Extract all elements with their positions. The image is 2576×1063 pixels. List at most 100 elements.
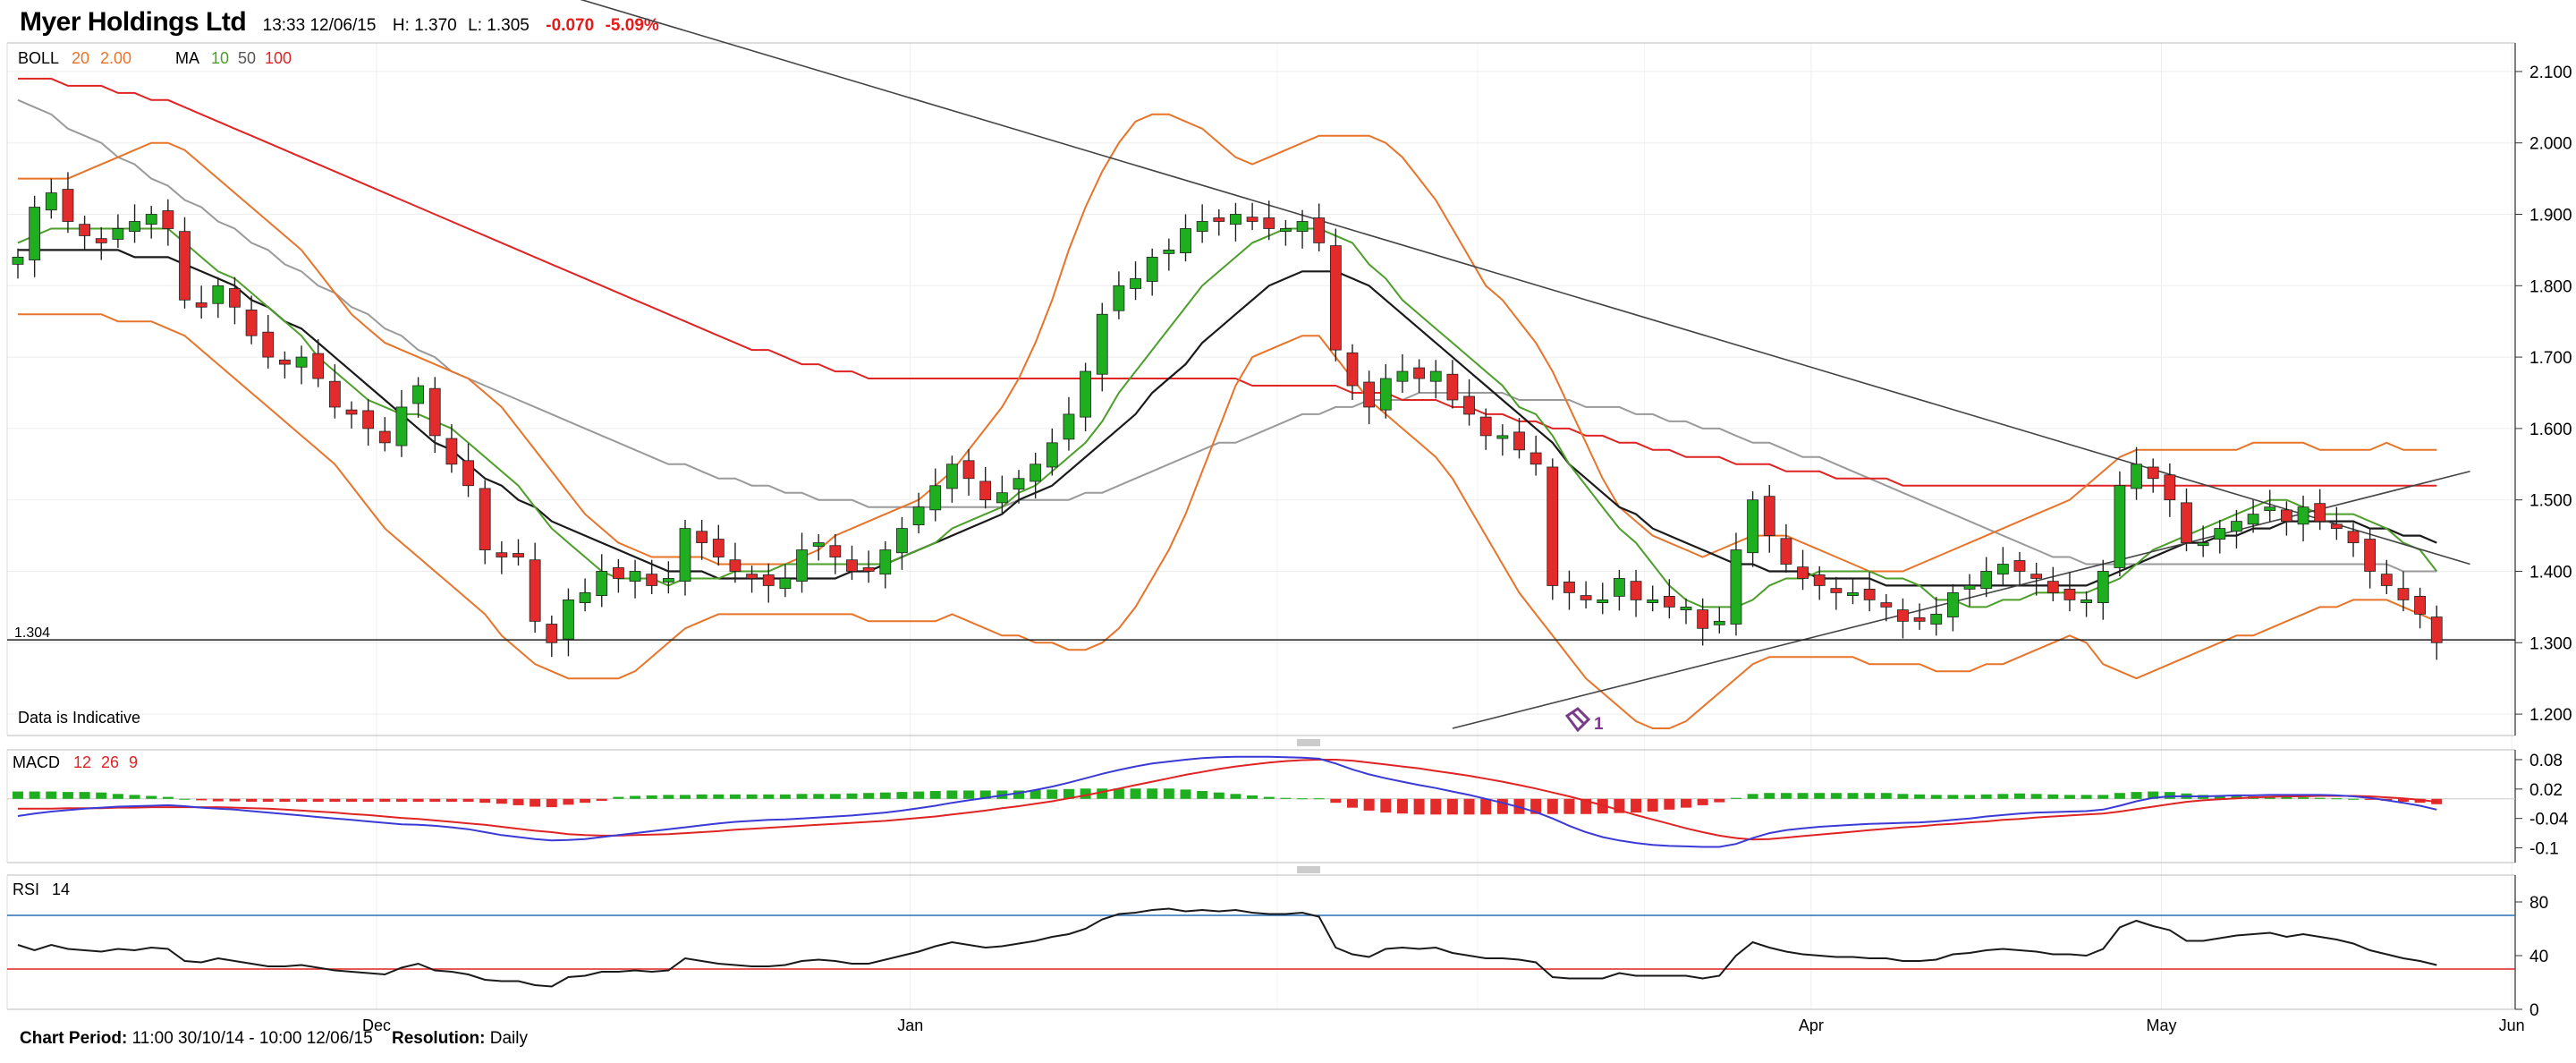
price-panel[interactable] (7, 0, 2515, 729)
candlestick[interactable] (1597, 583, 1609, 615)
candlestick[interactable] (1263, 200, 1275, 241)
rsi-panel[interactable] (7, 907, 2515, 988)
candlestick[interactable] (412, 377, 425, 418)
candlestick[interactable] (1880, 594, 1893, 622)
candlestick[interactable] (1146, 248, 1158, 296)
candlestick[interactable] (195, 285, 208, 319)
candlestick[interactable] (1763, 484, 1775, 553)
candlestick[interactable] (546, 615, 558, 658)
candlestick[interactable] (1563, 570, 1575, 610)
candlestick[interactable] (2063, 572, 2076, 612)
candlestick[interactable] (1113, 271, 1125, 319)
candlestick[interactable] (2397, 571, 2410, 612)
candlestick[interactable] (829, 533, 842, 574)
candlestick[interactable] (2214, 520, 2226, 554)
candlestick[interactable] (1680, 598, 1692, 625)
candlestick[interactable] (662, 561, 674, 594)
candlestick[interactable] (1163, 238, 1175, 271)
candlestick[interactable] (1230, 202, 1241, 242)
candlestick[interactable] (1013, 470, 1025, 504)
candlestick[interactable] (2347, 523, 2360, 557)
candlestick[interactable] (846, 545, 858, 581)
candlestick[interactable] (1479, 408, 1492, 450)
candlestick[interactable] (762, 563, 775, 603)
candlestick[interactable] (2030, 562, 2043, 596)
candlestick[interactable] (2364, 527, 2377, 589)
candlestick[interactable] (1080, 362, 1091, 432)
candlestick[interactable] (929, 468, 942, 522)
candlestick[interactable] (696, 520, 708, 560)
candlestick[interactable] (445, 424, 458, 473)
candlestick[interactable] (1313, 203, 1326, 251)
candlestick[interactable] (1546, 458, 1559, 600)
candlestick[interactable] (2380, 559, 2393, 595)
candlestick[interactable] (1513, 417, 1525, 459)
candlestick[interactable] (1379, 364, 1392, 419)
candlestick[interactable] (12, 248, 24, 279)
candlestick[interactable] (613, 558, 624, 593)
candlestick[interactable] (1813, 566, 1826, 600)
price-macd-divider-handle[interactable] (1297, 739, 1320, 746)
candlestick[interactable] (496, 540, 508, 574)
candlestick[interactable] (1213, 208, 1225, 236)
candlestick[interactable] (112, 214, 124, 249)
candlestick[interactable] (1930, 597, 1943, 636)
candlestick[interactable] (1780, 523, 1792, 574)
candlestick[interactable] (563, 588, 574, 657)
candlestick[interactable] (629, 559, 641, 599)
candlestick[interactable] (2147, 458, 2159, 493)
candlestick[interactable] (1863, 572, 1876, 612)
candlestick[interactable] (1580, 581, 1592, 608)
candlestick[interactable] (2080, 591, 2093, 617)
candlestick[interactable] (1614, 569, 1625, 611)
candlestick[interactable] (79, 216, 90, 251)
candlestick[interactable] (2414, 587, 2427, 629)
candlestick[interactable] (179, 217, 191, 309)
candlestick[interactable] (262, 315, 275, 369)
candlestick[interactable] (45, 178, 57, 219)
candlestick[interactable] (646, 559, 658, 595)
candlestick[interactable] (596, 554, 608, 608)
candlestick[interactable] (2280, 501, 2292, 536)
candlestick[interactable] (746, 566, 758, 593)
candlestick[interactable] (2231, 509, 2242, 549)
candlestick[interactable] (1830, 576, 1843, 610)
candlestick[interactable] (2330, 506, 2343, 540)
candlestick[interactable] (162, 199, 174, 246)
candlestick[interactable] (1063, 396, 1075, 451)
candlestick[interactable] (1180, 214, 1191, 262)
candlestick[interactable] (2197, 525, 2209, 557)
candlestick[interactable] (1963, 574, 1976, 607)
candlestick[interactable] (1996, 547, 2009, 586)
candlestick[interactable] (1246, 202, 1258, 231)
candlestick[interactable] (1663, 579, 1675, 619)
candlestick[interactable] (245, 295, 258, 344)
candlestick[interactable] (345, 401, 358, 429)
candlestick[interactable] (712, 524, 724, 566)
candlestick[interactable] (796, 532, 808, 593)
candlestick[interactable] (1413, 359, 1425, 393)
candlestick[interactable] (145, 205, 157, 239)
candlestick[interactable] (1130, 261, 1141, 301)
candlestick[interactable] (513, 539, 524, 566)
candlestick[interactable] (996, 475, 1008, 514)
candlestick[interactable] (395, 389, 408, 457)
candlestick[interactable] (2297, 495, 2309, 541)
candlestick[interactable] (1046, 428, 1058, 476)
candlestick[interactable] (62, 172, 74, 234)
candlestick[interactable] (1730, 532, 1742, 636)
candlestick[interactable] (1329, 228, 1342, 361)
candlestick[interactable] (1630, 569, 1642, 617)
candlestick[interactable] (229, 276, 241, 325)
candlestick[interactable] (2264, 489, 2276, 523)
candlestick[interactable] (1196, 204, 1208, 243)
candlestick[interactable] (896, 516, 908, 570)
candlestick[interactable] (946, 455, 958, 503)
candlestick[interactable] (1913, 603, 1926, 630)
candlestick[interactable] (428, 377, 441, 454)
candlestick[interactable] (862, 550, 875, 583)
candlestick[interactable] (1296, 209, 1309, 249)
candlestick[interactable] (1280, 219, 1292, 246)
candlestick[interactable] (1897, 598, 1909, 639)
